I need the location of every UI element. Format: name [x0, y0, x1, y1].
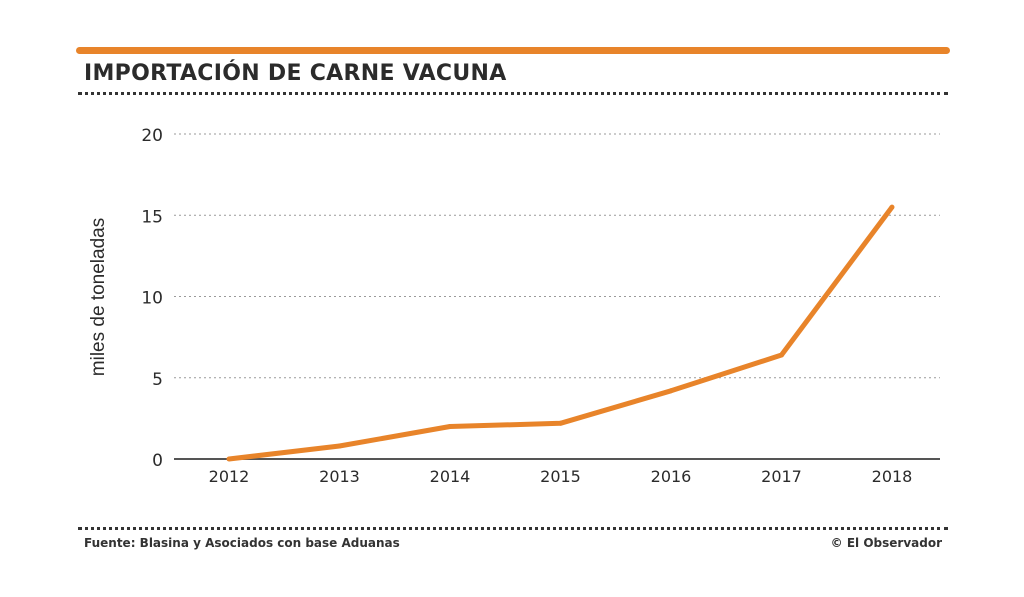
data-point-2014 [447, 424, 453, 429]
x-tick-label-2012: 2012 [209, 467, 250, 486]
data-point-2013 [337, 443, 342, 449]
x-tick-label-2018: 2018 [872, 467, 913, 486]
source-note: Fuente: Blasina y Asociados con base Adu… [84, 536, 400, 550]
chart-title: IMPORTACIÓN DE CARNE VACUNA [84, 61, 507, 86]
bottom-dotted-divider [78, 527, 948, 530]
grid-layer [174, 133, 940, 460]
x-tick-label-2016: 2016 [651, 467, 692, 486]
y-tick-label-0: 0 [152, 451, 163, 471]
data-point-2012 [226, 456, 232, 462]
y-tick-labels: 0 5 10 15 20 [141, 126, 163, 471]
y-axis-label: miles de toneladas [88, 218, 109, 376]
publisher-credit: © El Observador [830, 536, 942, 550]
top-accent-bar [76, 47, 950, 54]
y-tick-label-10: 10 [141, 289, 163, 309]
x-tick-label-2014: 2014 [430, 467, 471, 486]
x-tick-label-2013: 2013 [319, 467, 360, 486]
x-tick-label-2015: 2015 [540, 467, 581, 486]
data-point-2016 [668, 388, 674, 394]
x-tick-labels: 2012 2013 2014 2015 2016 2017 2018 [209, 467, 913, 486]
data-point-2018 [889, 204, 895, 210]
data-point-2015 [558, 420, 563, 426]
data-point-2017 [779, 352, 784, 358]
y-tick-label-15: 15 [141, 207, 163, 227]
top-dotted-divider [78, 92, 948, 95]
y-tick-label-5: 5 [152, 370, 163, 390]
x-tick-label-2017: 2017 [761, 467, 802, 486]
y-tick-label-20: 20 [141, 126, 163, 146]
series-layer [226, 204, 895, 462]
